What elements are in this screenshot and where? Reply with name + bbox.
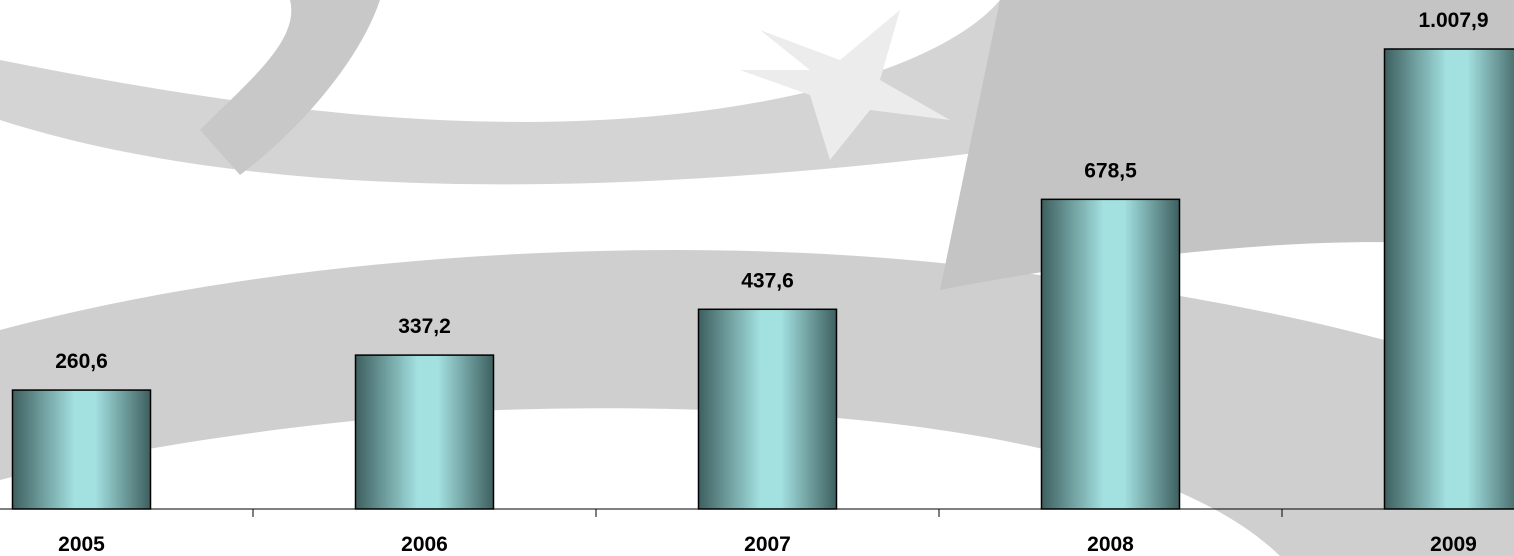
value-label: 260,6 (55, 350, 108, 373)
bar (1040, 198, 1181, 510)
bar (354, 354, 495, 510)
bar (1383, 48, 1514, 510)
bar (11, 389, 152, 510)
x-tick-label: 2009 (1430, 533, 1477, 556)
x-tick-label: 2006 (401, 533, 448, 556)
x-tick-label: 2008 (1087, 533, 1134, 556)
value-label: 678,5 (1084, 159, 1137, 182)
value-label: 1.007,9 (1418, 9, 1488, 32)
star (740, 10, 950, 160)
value-label: 437,6 (741, 269, 794, 292)
bar (697, 308, 838, 510)
x-tick-label: 2005 (58, 533, 105, 556)
x-tick-label: 2007 (744, 533, 791, 556)
bird (200, 0, 380, 175)
value-label: 337,2 (398, 315, 451, 338)
